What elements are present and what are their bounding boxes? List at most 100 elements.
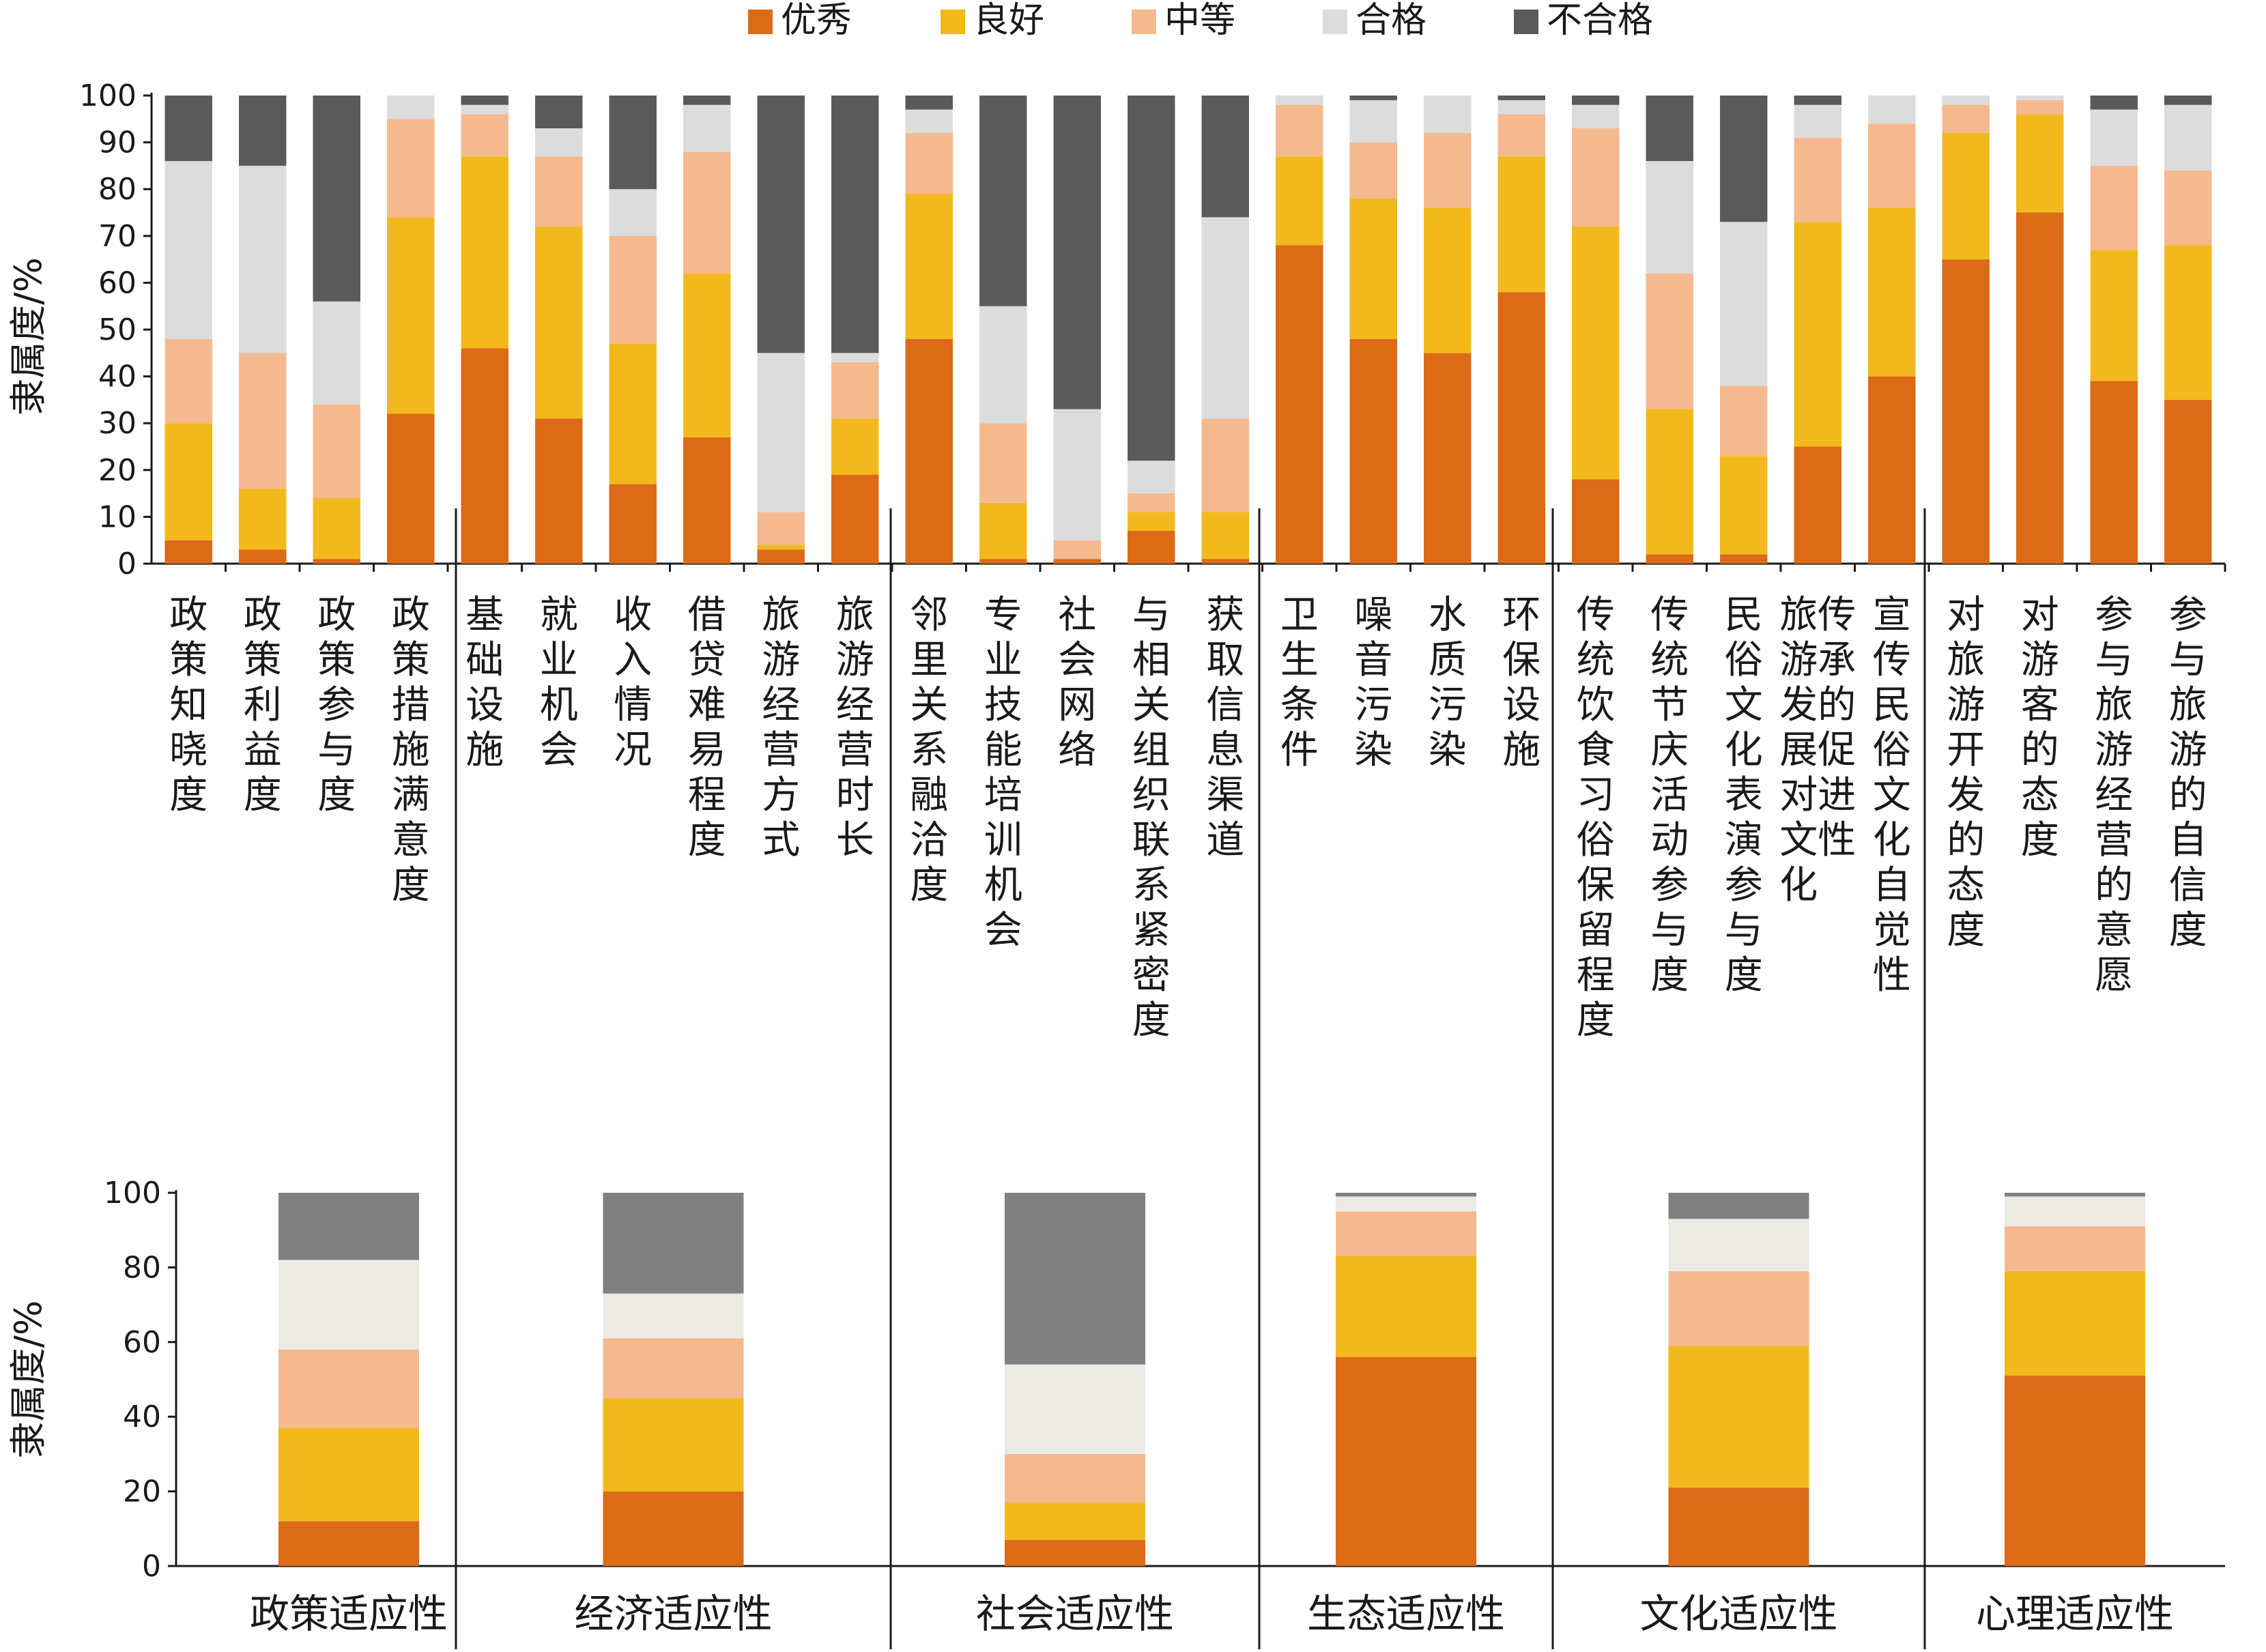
top-x-label-char: 开 [1947,728,1985,772]
top-x-label-char: 入 [614,638,652,682]
bottom-bar-优秀-5 [1668,1488,1809,1566]
top-x-label-char: 演 [1725,818,1763,863]
top-bar-良好-10 [831,418,879,475]
top-x-label-char: 益 [244,728,282,772]
top-bar-中等-25 [1942,104,1990,133]
top-bar-良好-24 [1868,207,1916,377]
top-bar-良好-20 [1572,227,1620,480]
top-x-label-char: 会 [540,728,578,772]
top-x-label-char: 促 [1818,728,1856,772]
top-y-tick-label: 60 [98,265,137,300]
top-stacked-bar-chart: 0102030405060708090100隶属度/%政策知晓度政策利益度政策参… [7,78,2226,1043]
bottom-bar-不合格-3 [1005,1193,1145,1365]
top-x-label-char: 系 [910,728,948,772]
bottom-bar-良好-4 [1336,1256,1476,1357]
top-x-label-char: 对 [2021,593,2059,637]
top-x-label-char: 污 [1429,683,1467,727]
legend-label-3: 中等 [1164,0,1235,41]
top-x-label-char: 水 [1429,593,1467,637]
top-x-label-char: 庆 [1650,728,1689,772]
top-x-label-char: 旅 [1947,638,1985,682]
top-x-label-char: 时 [836,773,874,817]
top-x-label-char: 况 [614,728,652,772]
top-bar-优秀-2 [239,549,287,564]
top-x-label-char: 环 [1502,593,1540,637]
top-bar-中等-5 [461,114,508,157]
top-x-label-char: 与 [2095,638,2133,682]
bottom-bar-良好-2 [603,1397,744,1492]
top-bar-合格-19 [1497,100,1545,115]
bottom-bar-合格-2 [603,1293,744,1339]
top-bar-良好-25 [1942,132,1990,260]
top-x-label-char: 传 [1873,638,1911,682]
top-x-label-char: 度 [169,773,207,817]
top-y-tick-label: 30 [98,406,137,441]
bottom-y-tick-label: 80 [123,1250,161,1285]
top-x-label-char: 与 [1132,593,1171,637]
top-bar-优秀-11 [905,338,953,564]
top-x-label-char: 传 [1818,593,1856,637]
top-x-label-char: 度 [688,818,726,863]
top-x-label-char: 对 [1947,593,1985,637]
top-x-label-char: 策 [392,638,430,682]
top-bar-优秀-5 [461,348,508,564]
top-bar-中等-9 [757,512,805,545]
bottom-stacked-bar-chart: 0 20 40 60 80 100 隶属度/% 政策适应性 经济适应性 社会适应性 生态适应性 文化适… [7,1176,2225,1637]
top-bar-合格-21 [1646,161,1693,274]
top-bar-不合格-27 [2090,96,2138,110]
top-x-label-char: 发 [1947,773,1985,817]
top-x-label-char: 进 [1818,773,1856,817]
top-x-label-char: 设 [465,683,504,727]
top-x-label-char: 度 [1132,998,1171,1043]
bottom-bar-良好-6 [2005,1271,2145,1376]
top-x-label-char: 满 [392,773,430,817]
top-bar-中等-19 [1497,114,1545,157]
top-bar-合格-3 [313,301,360,405]
top-bar-优秀-18 [1424,353,1472,564]
top-bar-优秀-19 [1497,292,1545,564]
top-bar-不合格-12 [979,96,1027,306]
top-x-label-char: 统 [1650,638,1689,682]
top-bar-不合格-19 [1497,96,1545,100]
top-bar-良好-18 [1424,207,1472,353]
bottom-y-tick-label: 60 [123,1325,161,1360]
top-x-label-char: 卫 [1280,593,1319,637]
bottom-x-label-5: 文化适应性 [1639,1591,1837,1637]
top-bar-优秀-7 [609,484,657,564]
top-bar-中等-13 [1053,540,1101,560]
top-bar-良好-26 [2016,114,2064,213]
top-bar-合格-4 [387,96,435,119]
top-bar-合格-18 [1424,96,1472,133]
top-x-label-char: 难 [688,683,726,727]
top-bar-良好-19 [1497,156,1545,293]
top-bar-优秀-3 [313,559,360,564]
top-bar-良好-27 [2090,250,2138,381]
legend-swatch-2 [941,10,965,34]
legend-label-5: 不合格 [1547,0,1653,41]
top-x-label-char: 游 [1947,683,1985,727]
top-x-label-char: 觉 [1873,908,1911,953]
top-y-tick-label: 20 [98,453,137,488]
legend-swatch-4 [1323,10,1347,34]
bottom-bar-良好-3 [1005,1503,1145,1540]
top-bar-良好-5 [461,156,508,349]
top-x-label-char: 传 [1650,593,1689,637]
top-x-label-char: 染 [1429,728,1467,772]
top-y-tick-label: 80 [98,172,137,207]
bottom-bar-合格-4 [1336,1196,1476,1212]
top-bar-不合格-11 [905,96,953,110]
top-x-label-char: 意 [392,818,430,863]
top-x-label-char: 洽 [910,818,948,863]
top-bar-中等-18 [1424,132,1472,208]
top-x-label-char: 承 [1818,638,1856,682]
top-x-label-char: 贷 [688,638,726,682]
top-x-label-char: 活 [1650,773,1689,817]
